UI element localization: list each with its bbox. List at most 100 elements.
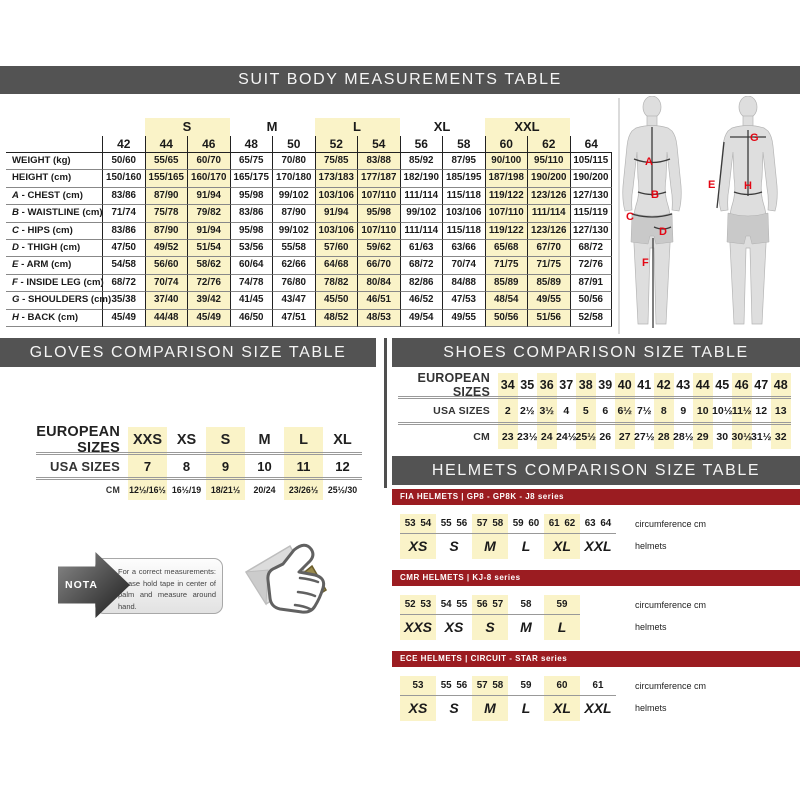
shoes-size-cell: 36 [537, 373, 557, 399]
suit-measurement-cell: 48/54 [484, 292, 527, 310]
suit-measurement-cell: 170/180 [272, 170, 315, 188]
helmet-circumference-values: 52 53 [400, 595, 436, 615]
suit-measurement-cell: 115/118 [442, 222, 485, 240]
shoes-size-cell: 29 [693, 425, 713, 449]
suit-measurement-cell: 105/115 [569, 153, 612, 171]
circumference-value: 59 [512, 518, 524, 529]
helmet-section: CMR HELMETS | KJ-8 series 52 53 XXS 54 55 XS 56… [392, 570, 800, 640]
gloves-size-cell: 12½/16½ [128, 480, 167, 500]
helmet-size-label: XXL [584, 538, 612, 554]
note-text: For a correct measurements: please hold … [118, 567, 216, 611]
helmets-size-tables: FIA HELMETS | GP8 - GP8K - J8 series 53 54… [392, 489, 800, 732]
helmet-size-group: 57 58 M [472, 676, 508, 721]
helmet-row-labels: circumference cm helmets [635, 595, 706, 640]
circumference-value: 58 [492, 518, 504, 529]
suit-measurement-cell: 65/75 [229, 153, 272, 171]
suit-measurement-cell: 45/50 [314, 292, 357, 310]
circumference-value: 55 [440, 518, 452, 529]
suit-measurement-cell: 95/98 [229, 187, 272, 206]
suit-measurement-cell: 165/175 [229, 170, 272, 188]
suit-measurement-cell: 115/119 [569, 205, 612, 223]
shoes-size-cell: 45 [712, 373, 732, 399]
suit-measurement-cell: 68/72 [569, 239, 612, 258]
gloves-size-cell: 16½/19 [171, 485, 202, 495]
helmets-row-label: helmets [635, 541, 667, 551]
suit-measurement-cell: 37/40 [144, 292, 187, 310]
suit-measurement-cell: 91/94 [314, 205, 357, 223]
suit-size-group [570, 118, 613, 136]
suit-size-header: 42 [102, 136, 145, 153]
suit-row-label: F - INSIDE LEG (cm) [6, 275, 104, 293]
shoes-size-cell: 2 [498, 399, 518, 425]
circumference-value: 56 [476, 599, 488, 610]
helmet-size-groups: 53 XS 55 56 S 57 58 M 59 L 60 XL 61 XXL [400, 676, 616, 721]
circumference-value: 60 [528, 518, 540, 529]
suit-measurement-cell: 54/58 [102, 257, 145, 275]
helmet-size-label: XL [553, 700, 571, 716]
suit-measurement-cell: 107/110 [357, 187, 400, 206]
circumference-value: 61 [548, 518, 560, 529]
suit-measurement-cell: 71/75 [527, 257, 570, 275]
helmet-circumference-values: 55 56 [436, 676, 472, 696]
suit-measurements-table: S M L XL XXL 42 44 46 48 50 52 54 56 58 60 62 64 WEIGHT (… [6, 118, 612, 327]
shoes-size-cell: 42 [654, 373, 674, 399]
suit-measurement-cell: 187/198 [484, 170, 527, 188]
helmet-size-label: S [449, 538, 459, 554]
suit-measurement-cell: 87/91 [569, 274, 612, 293]
suit-row-label: G - SHOULDERS (cm) [6, 292, 111, 310]
suit-measurement-cell: 115/118 [442, 187, 485, 206]
helmet-size-group: 54 55 XS [436, 595, 472, 640]
suit-measurement-cell: 103/106 [442, 205, 485, 223]
suit-measurement-cell: 91/94 [187, 187, 230, 206]
gloves-size-cell: 18/21½ [206, 480, 245, 500]
helmets-section-title: HELMETS COMPARISON SIZE TABLE [431, 461, 761, 479]
shoes-size-cell: 24½ [556, 431, 577, 443]
shoes-size-cell: 11½ [732, 399, 752, 425]
shoes-row-label: USA SIZES [398, 399, 498, 425]
suit-size-header: 58 [442, 136, 485, 153]
helmet-circumference-values: 59 60 [508, 514, 544, 534]
shoes-size-cell: 41 [634, 373, 654, 399]
shoes-size-cell: 6½ [615, 399, 635, 425]
shoes-size-cell: 31½ [751, 431, 772, 443]
shoes-size-cell: 35 [517, 373, 537, 399]
shoes-size-cell: 40 [615, 373, 635, 399]
suit-measurement-cell: 45/49 [102, 309, 145, 327]
suit-measurement-cell: 51/54 [187, 239, 230, 258]
helmet-circumference-values: 53 [400, 676, 436, 696]
helmet-size-label: XS [444, 619, 464, 635]
suit-measurement-cell: 46/51 [357, 292, 400, 310]
thumbs-up-hand-icon [244, 543, 328, 614]
gloves-size-cell: 25½/30 [327, 485, 358, 495]
suit-measurement-cell: 68/72 [399, 257, 442, 275]
suit-measurement-cell: 71/75 [484, 257, 527, 275]
shoes-size-cell: 39 [595, 373, 615, 399]
shoes-size-cell: 30½ [732, 425, 752, 449]
front-figure: A B C D F [622, 96, 682, 328]
nota-badge: NOTA [65, 579, 98, 591]
suit-measurement-cell: 61/63 [399, 239, 442, 258]
suit-measurement-cell: 64/68 [314, 257, 357, 275]
circumference-value: 55 [456, 599, 468, 610]
suit-measurement-cell: 87/90 [144, 222, 187, 240]
gloves-size-cell: XL [323, 427, 362, 455]
helmet-circumference-values: 61 [580, 676, 616, 696]
figure-label-shoulders: G [750, 132, 759, 144]
gloves-size-cell: 7 [128, 455, 167, 480]
circumference-value: 59 [556, 599, 568, 610]
suit-size-header: 56 [399, 136, 442, 153]
helmet-size-label: XXS [403, 619, 432, 635]
helmet-circumference-values: 58 [508, 595, 544, 615]
suit-measurement-cell: 78/82 [314, 274, 357, 293]
suit-measurement-cell: 85/92 [399, 153, 442, 171]
shoes-size-cell: 28½ [673, 431, 694, 443]
shoes-row-label: CM [473, 431, 490, 443]
circumference-value: 53 [404, 518, 416, 529]
helmet-size-groups: 52 53 XXS 54 55 XS 56 57 S 58 M 59 L [400, 595, 580, 640]
suit-measurement-cell: 70/80 [272, 153, 315, 171]
suit-size-header: 50 [272, 136, 315, 153]
suit-measurement-cell: 85/89 [527, 274, 570, 293]
suit-size-spacer [6, 136, 102, 153]
helmet-size-group: 63 64 XXL [580, 514, 616, 559]
